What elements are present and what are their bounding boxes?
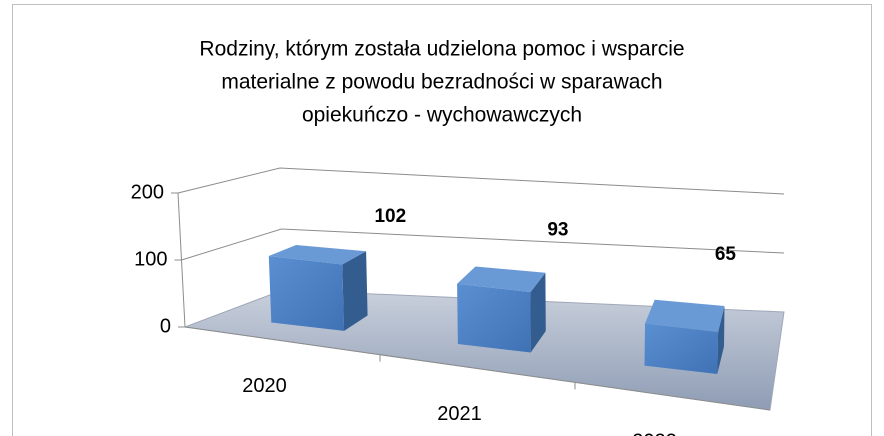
chart-title: materialne z powodu bezradności w sparaw… <box>221 71 662 94</box>
bar-top <box>645 299 725 332</box>
x-tick-label: 2022 <box>632 430 677 436</box>
data-label: 65 <box>715 244 737 265</box>
bar-side <box>717 306 725 374</box>
bar <box>457 266 546 353</box>
chart-title: opiekuńczo - wychowawczych <box>302 104 582 127</box>
grid-line <box>181 228 785 261</box>
bar <box>644 299 725 374</box>
y-tick-label: 0 <box>160 315 171 337</box>
y-tick-label: 200 <box>131 181 164 203</box>
x-tick-label: 2021 <box>437 403 482 425</box>
bar-front <box>268 256 345 331</box>
data-label: 102 <box>374 206 406 227</box>
x-axis <box>184 326 771 411</box>
bar-front <box>644 323 719 374</box>
data-label: 93 <box>547 219 568 240</box>
bar <box>268 245 368 331</box>
bar-top <box>268 245 367 265</box>
chart-title: Rodziny, którym została udzielona pomoc … <box>199 38 684 61</box>
bar-side <box>530 272 546 353</box>
bar-front <box>457 283 531 353</box>
bar-side <box>342 251 368 331</box>
y-axis <box>177 192 186 328</box>
bar-top <box>457 266 546 293</box>
grid-line <box>177 167 785 195</box>
y-tick-label: 100 <box>134 248 167 270</box>
x-tick-label: 2020 <box>242 375 287 397</box>
